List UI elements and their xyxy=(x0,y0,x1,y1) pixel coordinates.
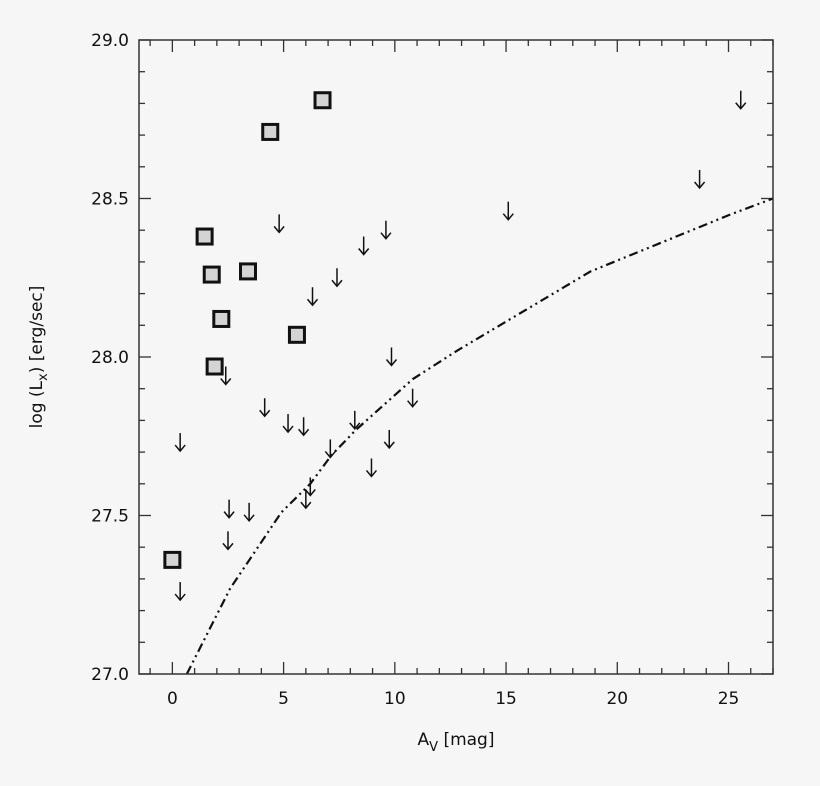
upper-limit-arrow xyxy=(331,268,343,288)
upper-limit-arrow xyxy=(304,477,316,497)
arrow-head xyxy=(383,441,395,450)
arrow-head xyxy=(358,248,370,256)
arrow-head xyxy=(220,378,232,386)
detection-square xyxy=(239,262,258,281)
upper-limit-arrow xyxy=(694,169,706,190)
arrow-head xyxy=(300,501,312,510)
upper-limit-arrow xyxy=(383,429,395,450)
upper-limit-arrow xyxy=(735,90,747,110)
arrow-head xyxy=(243,514,255,522)
x-tick-label: 10 xyxy=(384,689,406,709)
arrow-head xyxy=(306,298,319,307)
upper-limit-arrow xyxy=(385,347,398,367)
arrow-head xyxy=(694,181,706,190)
arrow-head xyxy=(222,542,234,551)
upper-limit-arrow xyxy=(259,398,271,418)
upper-limit-arrow xyxy=(349,410,361,431)
y-tick-label: 27.5 xyxy=(91,507,129,527)
arrow-head xyxy=(174,444,186,453)
x-tick-label: 5 xyxy=(278,689,289,709)
arrow-head xyxy=(324,450,336,459)
upper-limit-arrow xyxy=(223,499,235,519)
x-tick-label: 15 xyxy=(495,689,517,709)
arrow-head xyxy=(298,428,310,437)
arrow-head xyxy=(735,102,747,110)
upper-limit-arrow xyxy=(243,502,255,522)
upper-limit-arrow xyxy=(222,531,234,551)
upper-limit-arrow xyxy=(273,214,285,234)
y-tick-label: 29.0 xyxy=(91,31,129,51)
arrow-head xyxy=(407,400,419,408)
y-tick-label: 28.0 xyxy=(91,348,129,368)
arrow-head xyxy=(380,232,392,240)
upper-limit-arrow xyxy=(220,366,232,386)
upper-limit-arrow xyxy=(324,439,336,459)
arrow-head xyxy=(282,425,294,434)
upper-limit-arrow xyxy=(365,458,378,478)
upper-limit-arrow xyxy=(358,236,370,256)
upper-limit-arrow xyxy=(282,414,294,434)
upper-limit-arrow xyxy=(306,287,319,307)
x-axis-title: AV [mag] xyxy=(418,730,495,755)
detection-square xyxy=(313,91,332,110)
arrow-head xyxy=(273,225,285,234)
detection-square xyxy=(163,550,182,569)
arrow-head xyxy=(259,409,271,418)
y-axis-title: log (Lx) [erg/sec] xyxy=(27,286,51,429)
arrow-head xyxy=(174,593,186,602)
x-tick-label: 25 xyxy=(718,689,740,709)
x-tick-label: 20 xyxy=(606,689,628,709)
upper-limit-arrow xyxy=(300,490,312,510)
arrow-head xyxy=(223,511,235,519)
detection-square xyxy=(287,325,306,344)
upper-limit-arrow xyxy=(174,582,186,602)
x-tick-label: 0 xyxy=(167,689,178,709)
model-curve xyxy=(185,197,774,675)
detection-square xyxy=(202,265,221,284)
upper-limit-arrow xyxy=(502,201,514,221)
arrow-head xyxy=(304,488,316,497)
upper-limit-arrow xyxy=(174,433,186,453)
upper-limit-arrow xyxy=(298,417,310,437)
plot-frame xyxy=(138,39,774,675)
y-tick-label: 28.5 xyxy=(91,190,129,210)
arrow-head xyxy=(502,213,514,221)
detection-square xyxy=(212,309,231,328)
arrow-head xyxy=(331,279,343,288)
arrow-head xyxy=(349,422,361,431)
arrow-head xyxy=(385,359,398,367)
detection-square xyxy=(261,122,280,141)
detection-square xyxy=(205,357,224,376)
detection-square xyxy=(195,227,214,246)
arrow-head xyxy=(365,469,378,478)
upper-limit-arrow xyxy=(407,388,419,408)
y-tick-label: 27.0 xyxy=(91,665,129,685)
upper-limit-arrow xyxy=(380,220,392,240)
